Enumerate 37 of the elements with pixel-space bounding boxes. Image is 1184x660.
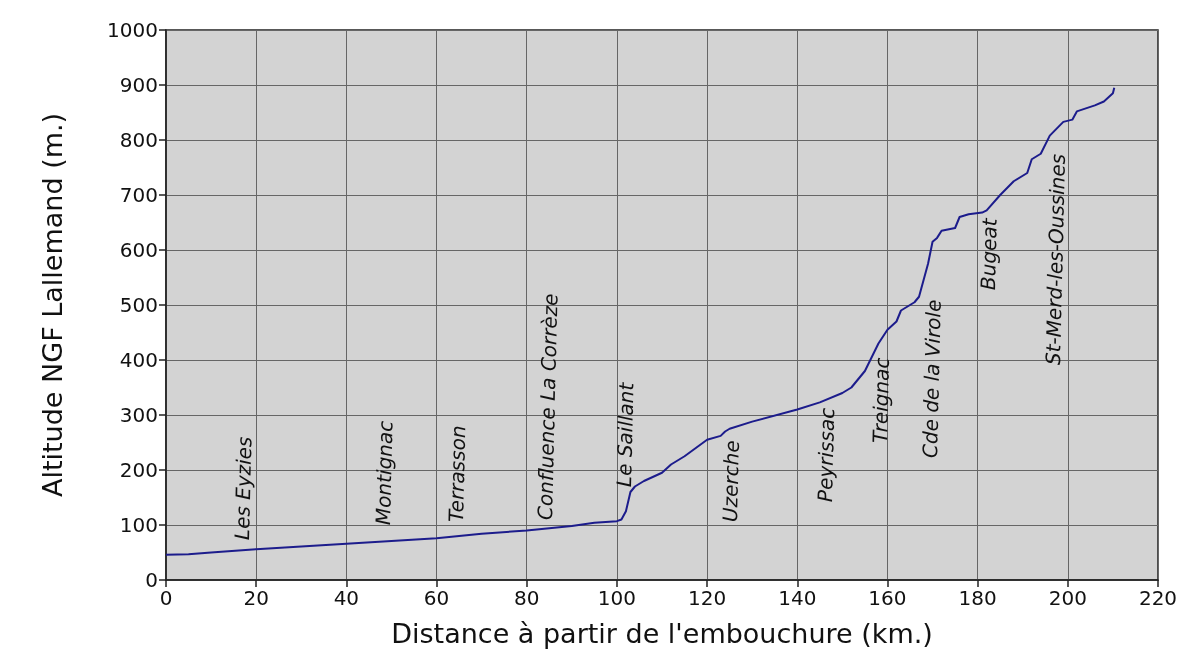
annotation: Montignac bbox=[371, 420, 398, 526]
y-axis-title: Altitude NGF Lallemand (m.) bbox=[37, 112, 68, 498]
x-tick-label: 160 bbox=[868, 586, 907, 610]
x-tick-label: 200 bbox=[1048, 586, 1087, 610]
y-tick-label: 800 bbox=[119, 128, 158, 152]
annotation: Treignac bbox=[868, 357, 895, 444]
x-tick-label: 40 bbox=[333, 586, 360, 610]
y-tick-label: 700 bbox=[119, 183, 158, 207]
annotation: Peyrissac bbox=[813, 407, 840, 503]
y-tick-label: 1000 bbox=[107, 18, 158, 42]
annotation: Le Saillant bbox=[612, 381, 639, 488]
x-tick-label: 120 bbox=[688, 586, 727, 610]
y-tick-label: 500 bbox=[119, 293, 158, 317]
annotation: St-Merd-les-Oussines bbox=[1041, 153, 1071, 366]
annotation: Les Eyzies bbox=[230, 436, 257, 541]
x-tick-label: 140 bbox=[778, 586, 817, 610]
y-tick-label: 100 bbox=[119, 513, 158, 537]
y-tick-label: 300 bbox=[119, 403, 158, 427]
annotation: Terrasson bbox=[444, 425, 471, 523]
annotation: Bugeat bbox=[976, 217, 1002, 291]
y-tick-label: 400 bbox=[119, 348, 158, 372]
y-tick-label: 600 bbox=[119, 238, 158, 262]
x-axis-title: Distance à partir de l'embouchure (km.) bbox=[391, 618, 933, 649]
annotation: Cde de la Virole bbox=[918, 299, 946, 459]
y-tick-label: 200 bbox=[119, 458, 158, 482]
x-tick-label: 220 bbox=[1138, 586, 1178, 610]
x-tick-label: 0 bbox=[159, 586, 173, 610]
x-tick-label: 100 bbox=[597, 586, 636, 610]
annotation: Confluence La Corrèze bbox=[533, 293, 563, 521]
x-tick-label: 20 bbox=[243, 586, 269, 610]
y-tick-label: 0 bbox=[145, 568, 158, 592]
y-tick-label: 900 bbox=[119, 73, 158, 97]
x-tick-label: 60 bbox=[423, 586, 450, 610]
x-tick-label: 180 bbox=[958, 586, 997, 610]
line-series bbox=[165, 86, 1116, 556]
annotation: Uzerche bbox=[718, 440, 744, 523]
x-tick-label: 80 bbox=[514, 586, 540, 610]
